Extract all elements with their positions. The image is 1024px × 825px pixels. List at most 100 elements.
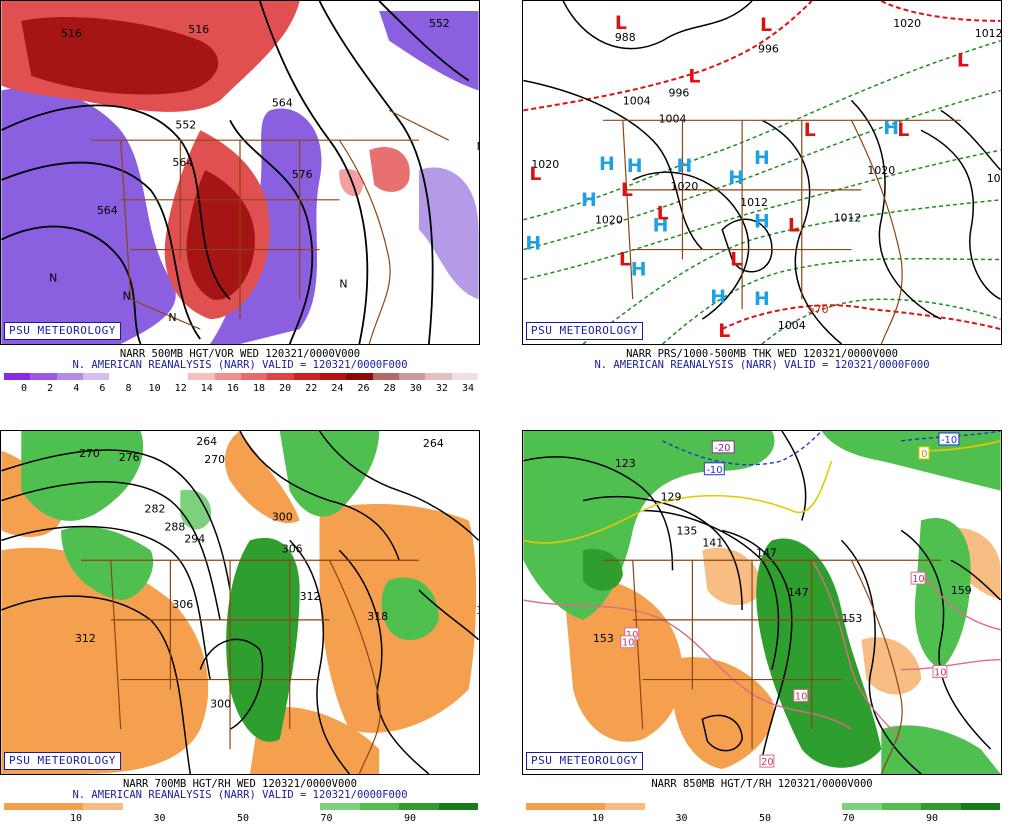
isobar-label: 1028	[987, 172, 1002, 185]
contour-label: 159	[951, 584, 972, 597]
moist-region	[821, 431, 1001, 491]
colorbar-swatch	[346, 373, 373, 380]
colorbar-swatch	[293, 373, 320, 380]
vorticity-extremum: N	[168, 311, 176, 324]
isobar-label: 1012	[834, 212, 862, 225]
moist-region	[756, 538, 882, 768]
low-pressure-symbol: L	[621, 179, 633, 201]
psu-meteorology-badge: PSU METEOROLOGY	[4, 752, 121, 770]
contour-label: 576	[292, 168, 313, 181]
map-850mb-temperature-humidity: 123 129 135 141 147 147 153 159 153 -20 …	[522, 430, 1002, 775]
psu-meteorology-badge: PSU METEOROLOGY	[4, 322, 121, 340]
isobar-label: 1004	[659, 112, 687, 125]
vorticity-extremum: N	[49, 271, 57, 284]
map-pressure-thickness: 988 996 996 1004 1004 1020 1020 1020 101…	[522, 0, 1002, 345]
contour-label: 264	[196, 435, 217, 448]
colorbar-swatch	[188, 373, 215, 380]
contour-label: 294	[184, 532, 205, 545]
contour-label: 147	[788, 586, 809, 599]
contour-label: 552	[175, 118, 196, 131]
contour-label: 135	[676, 524, 697, 537]
colorbar-tick-label: 34	[461, 383, 475, 394]
height-labels: 270 276 264 270 282 288 294 300 306 306 …	[75, 435, 479, 710]
contour-label: 306	[282, 542, 303, 555]
colorbar-swatch	[960, 803, 1000, 810]
contour-label: 300	[210, 697, 231, 710]
valid-time-line: N. AMERICAN REANALYSIS (NARR) VALID = 12…	[594, 359, 930, 371]
contour-label: 270	[79, 447, 100, 460]
isobar-label: 1020	[867, 164, 895, 177]
colorbar-tick-label: 12	[174, 383, 187, 394]
colorbar-swatch	[4, 803, 44, 810]
low-pressure-symbol: L	[788, 215, 800, 237]
colorbar-tick-label: 28	[383, 383, 396, 394]
contour-label: 153	[593, 632, 614, 645]
isobar-label: 1020	[671, 180, 699, 193]
colorbar	[4, 373, 478, 380]
colorbar-tick-label: 32	[435, 383, 448, 394]
colorbar-swatch	[425, 373, 452, 380]
contour-label: 564	[272, 96, 293, 109]
colorbar-ticks: 10 30 50 70 90	[526, 813, 1000, 825]
isobar-label: 1020	[893, 17, 921, 30]
isobar-label: 996	[758, 43, 779, 56]
colorbar-tick-label: 10	[148, 383, 161, 394]
low-pressure-symbol: L	[760, 14, 772, 36]
colorbar-swatch	[565, 803, 605, 810]
colorbar-swatch	[214, 373, 241, 380]
map-700mb-humidity: 270 276 264 270 282 288 294 300 306 306 …	[0, 430, 480, 775]
contour-label: 282	[145, 503, 166, 516]
moist-region	[226, 537, 300, 742]
temperature-label: 10	[934, 668, 947, 679]
contour-label: 264	[423, 437, 444, 450]
high-pressure-symbol: H	[883, 117, 899, 139]
vorticity-high-region	[21, 16, 219, 95]
temperature-label: -20	[714, 443, 730, 454]
low-pressure-symbol: L	[897, 119, 909, 141]
colorbar-swatch	[644, 803, 684, 810]
dry-region	[672, 657, 774, 770]
dry-region	[702, 547, 762, 605]
colorbar-tick-label: 16	[226, 383, 239, 394]
colorbar-tick-label: 20	[279, 383, 292, 394]
contour-labels: 516 516 552 552 564 564 576 564 N N N N …	[49, 17, 479, 324]
temperature-label: 10	[795, 691, 808, 702]
isobar-label: 1020	[531, 158, 559, 171]
moist-region	[583, 549, 623, 591]
contour-label: 141	[702, 536, 723, 549]
low-pressure-symbol: L	[615, 12, 627, 34]
moist-region	[381, 577, 439, 641]
contour-label: 318	[367, 610, 388, 623]
colorbar-tick-label: 24	[331, 383, 344, 394]
colorbar-swatch	[109, 373, 136, 380]
moist-region	[279, 431, 380, 517]
psu-meteorology-badge: PSU METEOROLOGY	[526, 322, 643, 340]
low-pressure-symbol: L	[804, 119, 816, 141]
moist-region	[914, 517, 971, 670]
colorbar-ticks: 0 2 4 6 8 10 12 14 16 18 20 22 24 26 28 30 32 34	[4, 383, 478, 395]
contour-label: 147	[756, 546, 777, 559]
vorticity-high-region	[369, 147, 410, 192]
colorbar-swatch	[280, 803, 320, 810]
vorticity-low-region	[1, 87, 176, 344]
colorbar-tick-label: 26	[357, 383, 370, 394]
chart-title: NARR 500MB HGT/VOR WED 120321/0000V000	[119, 348, 361, 360]
contour-label: 123	[615, 457, 636, 470]
contour-label: 270	[204, 453, 225, 466]
valid-time-line: N. AMERICAN REANALYSIS (NARR) VALID = 12…	[72, 789, 408, 801]
contour-label: 552	[429, 17, 450, 30]
colorbar-tick-label: 22	[305, 383, 318, 394]
colorbar-swatch	[842, 803, 882, 810]
colorbar-swatch	[240, 373, 268, 380]
colorbar-swatch	[372, 373, 399, 380]
colorbar-ticks: 10 30 50 70 90	[4, 813, 478, 825]
contour-label: 516	[188, 23, 209, 36]
vorticity-low-region	[418, 167, 479, 300]
colorbar-swatch	[319, 373, 347, 380]
contour-label: 306	[172, 598, 193, 611]
contour-label: 153	[842, 612, 863, 625]
high-pressure-symbol: H	[710, 286, 726, 308]
low-pressure-symbol: L	[619, 248, 631, 270]
dry-region	[224, 431, 300, 524]
vorticity-extremum: N	[123, 289, 131, 302]
